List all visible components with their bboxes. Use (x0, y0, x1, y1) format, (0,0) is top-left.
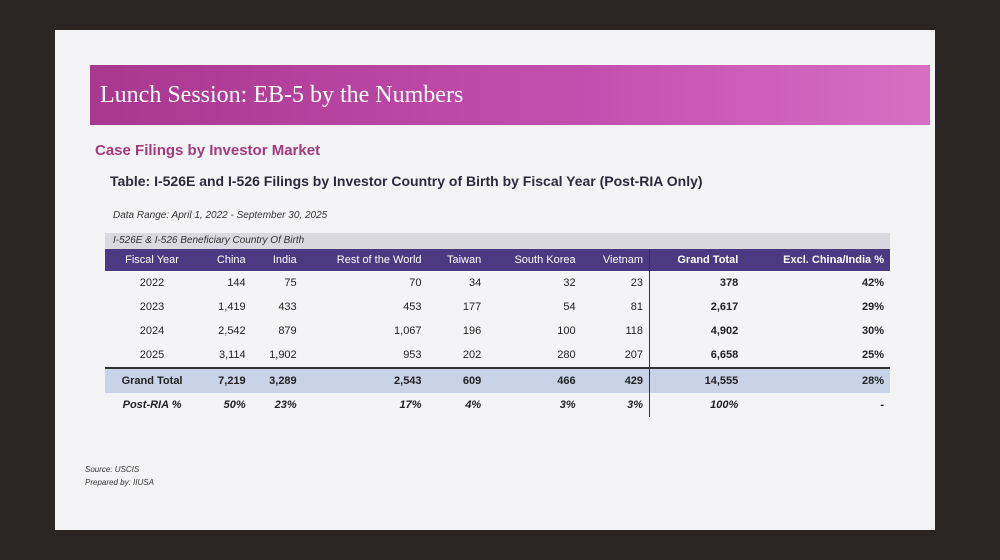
cell: 30% (861, 325, 884, 337)
cell: South Korea (487, 249, 582, 271)
cell: 50% (223, 399, 246, 411)
cell: Grand Total (649, 249, 745, 271)
cell: 2,542 (218, 325, 246, 337)
cell: 2,617 (710, 301, 739, 313)
cell: 7,219 (199, 367, 252, 393)
banner: Lunch Session: EB-5 by the Numbers (90, 65, 930, 125)
cell: 2,543 (302, 367, 428, 393)
section-title: Case Filings by Investor Market (95, 142, 321, 159)
group-label: I-526E & I-526 Beneficiary Country Of Bi… (105, 233, 890, 249)
cell: 1,902 (269, 349, 297, 361)
data-range: Data Range: April 1, 2022 - September 30… (113, 210, 328, 221)
cell: Vietnam (581, 249, 651, 271)
cell: 32 (563, 277, 576, 289)
data-row: 2022 144 75 70 34 32 23 378 42% (105, 271, 890, 295)
cell: Rest of the World (302, 249, 428, 271)
cell: Post-RIA % (122, 399, 182, 411)
cell: 42% (861, 277, 884, 289)
share-row: Post-RIA % 50% 23% 17% 4% 3% 3% 100% - (105, 393, 890, 417)
data-row: 2025 3,114 1,902 953 202 280 207 6,658 25% (105, 343, 890, 368)
cell: 609 (427, 367, 488, 393)
cell: 1,067 (394, 325, 422, 337)
cell: 70 (409, 277, 422, 289)
cell: 466 (487, 367, 582, 393)
cell: 433 (278, 301, 297, 313)
cell: 17% (399, 399, 422, 411)
cell: India (251, 249, 303, 271)
cell: - (880, 399, 884, 411)
cell: 6,658 (710, 349, 739, 361)
cell: 2022 (139, 277, 165, 289)
cell: 4% (465, 399, 482, 411)
cell: Grand Total (105, 367, 200, 393)
cell: 29% (861, 301, 884, 313)
cell: 2025 (139, 349, 165, 361)
data-row: 2023 1,419 433 453 177 54 81 2,617 29% (105, 295, 890, 319)
cell: 25% (861, 349, 884, 361)
cell: 879 (278, 325, 297, 337)
cell: 953 (403, 349, 422, 361)
cell: China (199, 249, 252, 271)
cell: 429 (581, 367, 651, 393)
cell: 23 (581, 271, 651, 295)
cell: 14,555 (649, 367, 745, 393)
cell: 3,289 (251, 367, 303, 393)
cell: 453 (403, 301, 422, 313)
cell: 177 (462, 301, 482, 313)
cell: 54 (563, 301, 576, 313)
cell: 2023 (139, 301, 165, 313)
cell: Excl. China/India % (744, 249, 890, 271)
header-row: Fiscal Year China India Rest of the World Ta… (105, 249, 890, 271)
cell: 75 (284, 277, 297, 289)
cell: 378 (719, 277, 739, 289)
cell: 207 (581, 343, 651, 368)
cell: 1,419 (218, 301, 246, 313)
cell: 118 (581, 319, 651, 343)
cell: 3% (559, 399, 576, 411)
source: Source: USCIS (85, 465, 140, 474)
cell: 2024 (139, 325, 165, 337)
cell: 3% (581, 393, 651, 417)
prepared-by: Prepared by: IIUSA (85, 478, 154, 487)
data-table: Fiscal Year China India Rest of the World Ta… (105, 249, 890, 417)
cell: 28% (744, 367, 890, 393)
data-row: 2024 2,542 879 1,067 196 100 118 4,902 30% (105, 319, 890, 343)
cell: 100 (557, 325, 576, 337)
cell: 4,902 (710, 325, 739, 337)
total-row: Grand Total 7,219 3,289 2,543 609 466 429 14,55… (105, 367, 890, 393)
cell: 23% (274, 399, 297, 411)
cell: Taiwan (427, 249, 488, 271)
cell: 196 (462, 325, 482, 337)
cell: 202 (462, 349, 482, 361)
cell: 3,114 (218, 349, 246, 361)
cell: 34 (468, 277, 482, 289)
table-title: Table: I-526E and I-526 Filings by Inves… (110, 173, 703, 189)
slide: Lunch Session: EB-5 by the Numbers Case … (55, 30, 935, 530)
cell: Fiscal Year (105, 249, 200, 271)
slide-title: Lunch Session: EB-5 by the Numbers (100, 82, 464, 108)
cell: 100% (710, 399, 739, 411)
cell: 280 (557, 349, 576, 361)
cell: 144 (227, 277, 246, 289)
cell: 81 (581, 295, 651, 319)
